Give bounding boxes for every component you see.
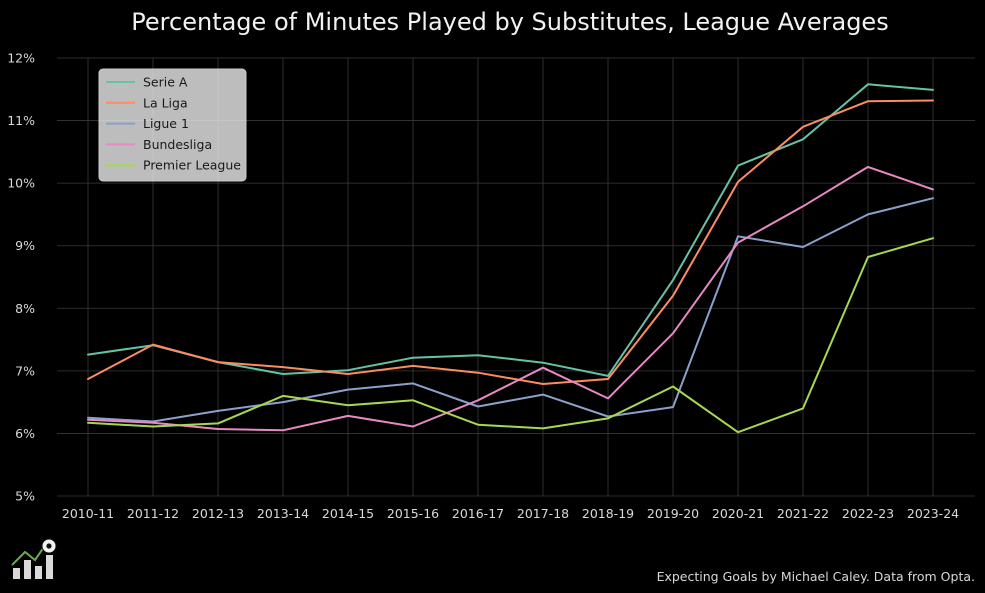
x-tick-label: 2015-16 [387, 506, 439, 521]
series-line-serie-a [87, 83, 934, 377]
series-line-bundesliga [87, 165, 934, 432]
x-tick-label: 2014-15 [322, 506, 374, 521]
series-lines [87, 83, 934, 434]
series-line-ligue-1 [87, 197, 934, 423]
y-tick-label: 9% [15, 238, 35, 253]
x-tick-label: 2018-19 [582, 506, 634, 521]
x-tick-label: 2021-22 [777, 506, 829, 521]
legend-label-serie-a: Serie A [143, 75, 188, 90]
x-tick-label: 2013-14 [257, 506, 309, 521]
x-tick-label: 2017-18 [517, 506, 569, 521]
footer-credit: Expecting Goals by Michael Caley. Data f… [657, 569, 975, 584]
x-axis-ticks: 2010-11 2011-12 2012-13 2013-14 2014-15 2015-… [62, 506, 959, 521]
y-tick-label: 11% [7, 113, 35, 128]
y-tick-label: 5% [15, 489, 35, 504]
legend-label-ligue-1: Ligue 1 [143, 116, 189, 131]
x-tick-label: 2020-21 [712, 506, 764, 521]
series-line-la-liga [87, 99, 934, 385]
legend-label-la-liga: La Liga [143, 95, 188, 110]
y-tick-label: 12% [7, 51, 35, 66]
series-line-premier-league [87, 237, 934, 434]
bar-chart-soccer-ball-icon [11, 538, 57, 579]
legend-label-bundesliga: Bundesliga [143, 137, 212, 152]
x-tick-label: 2011-12 [127, 506, 179, 521]
legend-label-premier-league: Premier League [143, 158, 241, 173]
x-tick-label: 2019-20 [647, 506, 699, 521]
x-tick-label: 2012-13 [192, 506, 244, 521]
y-tick-label: 6% [15, 426, 35, 441]
legend-box [98, 68, 247, 182]
legend: Serie A La Liga Ligue 1 Bundesliga Premier L… [98, 68, 247, 182]
chart-title: Percentage of Minutes Played by Substitu… [131, 8, 888, 36]
x-tick-label: 2022-23 [842, 506, 894, 521]
y-tick-label: 10% [7, 176, 35, 191]
x-tick-label: 2016-17 [452, 506, 504, 521]
y-tick-label: 8% [15, 301, 35, 316]
x-tick-label: 2010-11 [62, 506, 114, 521]
x-tick-label: 2023-24 [907, 506, 959, 521]
y-axis-ticks: 5% 6% 7% 8% 9% 10% 11% 12% [7, 51, 35, 504]
y-tick-label: 7% [15, 363, 35, 378]
